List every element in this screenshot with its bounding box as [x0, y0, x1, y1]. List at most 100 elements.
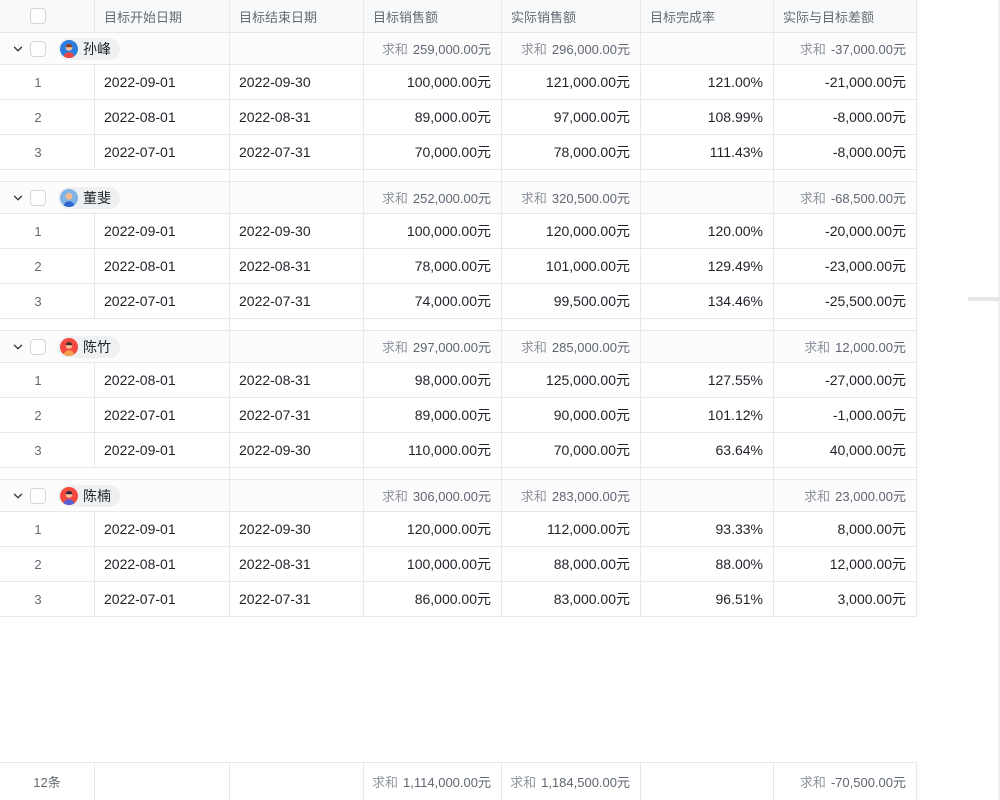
chevron-down-icon[interactable]: [12, 43, 24, 55]
cell-completion-rate[interactable]: 108.99%: [641, 100, 774, 134]
cell-difference[interactable]: 3,000.00元: [774, 582, 917, 616]
row-index-cell[interactable]: 2: [0, 100, 95, 134]
cell-difference[interactable]: -8,000.00元: [774, 135, 917, 169]
cell-difference[interactable]: 8,000.00元: [774, 512, 917, 546]
cell-end-date[interactable]: 2022-07-31: [230, 582, 364, 616]
cell-actual-sales[interactable]: 112,000.00元: [502, 512, 641, 546]
group-checkbox[interactable]: [30, 189, 46, 206]
cell-start-date[interactable]: 2022-08-01: [95, 547, 230, 581]
cell-start-date[interactable]: 2022-08-01: [95, 100, 230, 134]
footer-sum-actual-sales[interactable]: 求和 1,184,500.00元: [502, 763, 641, 800]
cell-target-sales[interactable]: 120,000.00元: [364, 512, 502, 546]
row-index-cell[interactable]: 2: [0, 398, 95, 432]
cell-start-date[interactable]: 2022-08-01: [95, 363, 230, 397]
cell-end-date[interactable]: 2022-08-31: [230, 249, 364, 283]
cell-actual-sales[interactable]: 121,000.00元: [502, 65, 641, 99]
cell-completion-rate[interactable]: 88.00%: [641, 547, 774, 581]
group-checkbox[interactable]: [30, 338, 46, 355]
chevron-down-icon[interactable]: [12, 490, 24, 502]
cell-difference[interactable]: 40,000.00元: [774, 433, 917, 467]
cell-difference[interactable]: 12,000.00元: [774, 547, 917, 581]
scrollbar-thumb[interactable]: [968, 297, 1000, 301]
footer-sum-target-sales[interactable]: 求和 1,114,000.00元: [364, 763, 502, 800]
chevron-down-icon[interactable]: [12, 192, 24, 204]
cell-completion-rate[interactable]: 96.51%: [641, 582, 774, 616]
cell-start-date[interactable]: 2022-08-01: [95, 249, 230, 283]
row-index-cell[interactable]: 2: [0, 547, 95, 581]
cell-difference[interactable]: -23,000.00元: [774, 249, 917, 283]
cell-target-sales[interactable]: 100,000.00元: [364, 214, 502, 248]
cell-difference[interactable]: -27,000.00元: [774, 363, 917, 397]
cell-start-date[interactable]: 2022-07-01: [95, 284, 230, 318]
cell-start-date[interactable]: 2022-09-01: [95, 433, 230, 467]
cell-start-date[interactable]: 2022-09-01: [95, 65, 230, 99]
group-checkbox[interactable]: [30, 487, 46, 504]
cell-end-date[interactable]: 2022-09-30: [230, 65, 364, 99]
row-index-cell[interactable]: 1: [0, 363, 95, 397]
cell-actual-sales[interactable]: 88,000.00元: [502, 547, 641, 581]
cell-actual-sales[interactable]: 99,500.00元: [502, 284, 641, 318]
cell-actual-sales[interactable]: 97,000.00元: [502, 100, 641, 134]
cell-difference[interactable]: -20,000.00元: [774, 214, 917, 248]
cell-actual-sales[interactable]: 78,000.00元: [502, 135, 641, 169]
group-checkbox[interactable]: [30, 40, 46, 57]
row-index-cell[interactable]: 3: [0, 433, 95, 467]
cell-end-date[interactable]: 2022-08-31: [230, 100, 364, 134]
cell-actual-sales[interactable]: 125,000.00元: [502, 363, 641, 397]
footer-sum-difference[interactable]: 求和 -70,500.00元: [774, 763, 917, 800]
column-header-difference[interactable]: 实际与目标差额: [774, 0, 917, 32]
cell-actual-sales[interactable]: 101,000.00元: [502, 249, 641, 283]
cell-difference[interactable]: -8,000.00元: [774, 100, 917, 134]
select-all-checkbox[interactable]: [30, 8, 46, 24]
row-index-cell[interactable]: 3: [0, 582, 95, 616]
cell-actual-sales[interactable]: 120,000.00元: [502, 214, 641, 248]
cell-end-date[interactable]: 2022-07-31: [230, 135, 364, 169]
cell-actual-sales[interactable]: 90,000.00元: [502, 398, 641, 432]
row-index-cell[interactable]: 3: [0, 135, 95, 169]
cell-completion-rate[interactable]: 111.43%: [641, 135, 774, 169]
cell-end-date[interactable]: 2022-07-31: [230, 398, 364, 432]
row-index-cell[interactable]: 1: [0, 65, 95, 99]
cell-end-date[interactable]: 2022-09-30: [230, 433, 364, 467]
cell-difference[interactable]: -1,000.00元: [774, 398, 917, 432]
cell-completion-rate[interactable]: 101.12%: [641, 398, 774, 432]
cell-end-date[interactable]: 2022-08-31: [230, 363, 364, 397]
row-index-cell[interactable]: 2: [0, 249, 95, 283]
row-index-cell[interactable]: 1: [0, 214, 95, 248]
cell-completion-rate[interactable]: 120.00%: [641, 214, 774, 248]
cell-target-sales[interactable]: 78,000.00元: [364, 249, 502, 283]
cell-start-date[interactable]: 2022-07-01: [95, 135, 230, 169]
cell-target-sales[interactable]: 110,000.00元: [364, 433, 502, 467]
cell-completion-rate[interactable]: 129.49%: [641, 249, 774, 283]
cell-target-sales[interactable]: 70,000.00元: [364, 135, 502, 169]
cell-actual-sales[interactable]: 70,000.00元: [502, 433, 641, 467]
cell-end-date[interactable]: 2022-07-31: [230, 284, 364, 318]
cell-actual-sales[interactable]: 83,000.00元: [502, 582, 641, 616]
cell-end-date[interactable]: 2022-09-30: [230, 214, 364, 248]
cell-target-sales[interactable]: 98,000.00元: [364, 363, 502, 397]
cell-difference[interactable]: -21,000.00元: [774, 65, 917, 99]
column-header-completion-rate[interactable]: 目标完成率: [641, 0, 774, 32]
column-header-target-sales[interactable]: 目标销售额: [364, 0, 502, 32]
cell-completion-rate[interactable]: 63.64%: [641, 433, 774, 467]
cell-completion-rate[interactable]: 127.55%: [641, 363, 774, 397]
cell-target-sales[interactable]: 89,000.00元: [364, 100, 502, 134]
cell-difference[interactable]: -25,500.00元: [774, 284, 917, 318]
cell-start-date[interactable]: 2022-09-01: [95, 512, 230, 546]
cell-completion-rate[interactable]: 93.33%: [641, 512, 774, 546]
column-header-actual-sales[interactable]: 实际销售额: [502, 0, 641, 32]
row-index-cell[interactable]: 1: [0, 512, 95, 546]
column-header-start-date[interactable]: 目标开始日期: [95, 0, 230, 32]
column-header-end-date[interactable]: 目标结束日期: [230, 0, 364, 32]
cell-target-sales[interactable]: 74,000.00元: [364, 284, 502, 318]
row-index-cell[interactable]: 3: [0, 284, 95, 318]
chevron-down-icon[interactable]: [12, 341, 24, 353]
cell-end-date[interactable]: 2022-08-31: [230, 547, 364, 581]
cell-start-date[interactable]: 2022-07-01: [95, 398, 230, 432]
cell-start-date[interactable]: 2022-09-01: [95, 214, 230, 248]
cell-completion-rate[interactable]: 121.00%: [641, 65, 774, 99]
cell-target-sales[interactable]: 100,000.00元: [364, 547, 502, 581]
cell-completion-rate[interactable]: 134.46%: [641, 284, 774, 318]
cell-target-sales[interactable]: 86,000.00元: [364, 582, 502, 616]
cell-target-sales[interactable]: 89,000.00元: [364, 398, 502, 432]
